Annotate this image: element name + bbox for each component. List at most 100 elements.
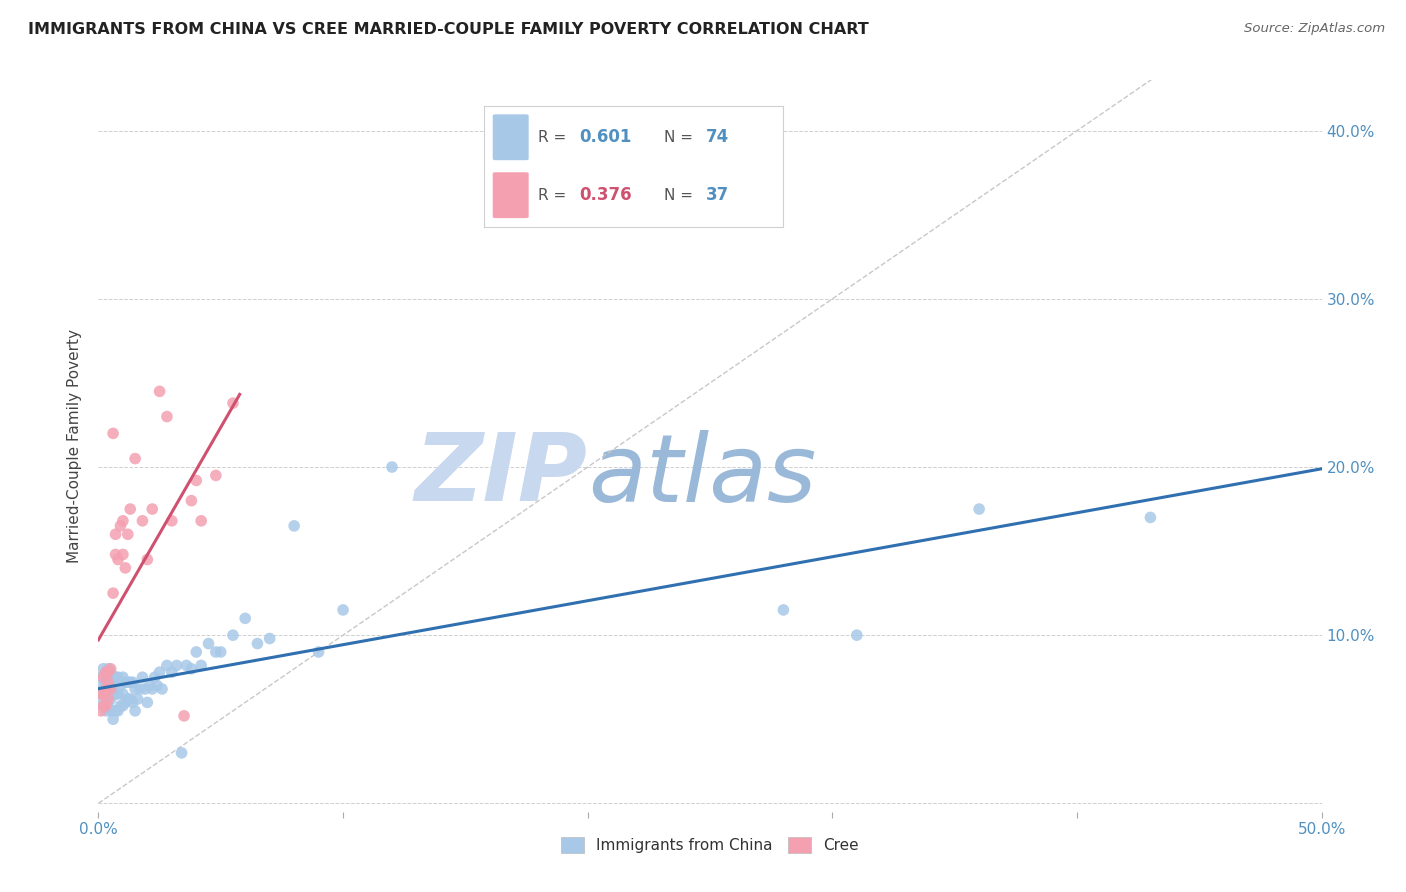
Point (283, 519, 305, 533)
Point (141, 681, 163, 696)
Point (246, 636, 269, 650)
Point (120, 692, 142, 706)
Point (97, 687, 120, 701)
Point (150, 681, 173, 696)
Point (94, 698, 117, 713)
Point (97, 665, 120, 680)
Point (381, 460, 404, 475)
Point (100, 679, 122, 693)
Point (222, 396, 245, 410)
Point (197, 636, 219, 650)
Point (111, 698, 134, 713)
Point (110, 679, 132, 693)
Point (124, 681, 146, 696)
Point (91, 695, 114, 709)
Point (156, 658, 179, 673)
Point (129, 681, 152, 696)
Point (967, 502, 990, 516)
Point (101, 670, 124, 684)
Text: atlas: atlas (588, 430, 815, 521)
Point (170, 746, 193, 760)
Point (120, 675, 142, 690)
Point (100, 662, 122, 676)
Point (114, 695, 136, 709)
Point (143, 670, 166, 684)
Point (114, 561, 136, 575)
Text: Source: ZipAtlas.com: Source: ZipAtlas.com (1244, 22, 1385, 36)
Point (121, 675, 143, 690)
Point (107, 552, 129, 566)
Point (131, 514, 153, 528)
Point (136, 695, 159, 709)
Point (117, 692, 139, 706)
Point (136, 552, 159, 566)
Point (124, 704, 146, 718)
Point (94, 665, 117, 680)
Point (97, 698, 120, 713)
Point (94, 675, 117, 690)
Point (104, 670, 127, 684)
Point (91, 670, 114, 684)
Point (110, 519, 132, 533)
Point (156, 409, 179, 424)
Point (97, 675, 120, 690)
Point (91, 687, 114, 701)
Legend: Immigrants from China, Cree: Immigrants from China, Cree (555, 830, 865, 859)
Text: IMMIGRANTS FROM CHINA VS CREE MARRIED-COUPLE FAMILY POVERTY CORRELATION CHART: IMMIGRANTS FROM CHINA VS CREE MARRIED-CO… (28, 22, 869, 37)
Point (90, 704, 112, 718)
Point (120, 502, 142, 516)
Point (110, 698, 132, 713)
Point (91, 698, 114, 713)
Point (176, 658, 198, 673)
Point (97, 675, 120, 690)
Point (111, 548, 134, 562)
Point (101, 687, 124, 701)
Point (233, 611, 256, 625)
Point (149, 384, 172, 399)
Point (90, 687, 112, 701)
Point (111, 687, 134, 701)
Point (117, 675, 139, 690)
Point (141, 502, 163, 516)
Point (94, 681, 117, 696)
Point (90, 687, 112, 701)
Point (104, 687, 127, 701)
Point (180, 662, 202, 676)
Point (97, 692, 120, 706)
Point (111, 514, 134, 528)
Point (107, 704, 129, 718)
Point (101, 586, 124, 600)
Point (100, 692, 122, 706)
Point (114, 675, 136, 690)
Point (104, 704, 127, 718)
Point (100, 665, 122, 680)
Point (101, 426, 124, 441)
Point (772, 603, 794, 617)
Point (146, 679, 169, 693)
Point (131, 670, 153, 684)
Point (186, 474, 208, 488)
Point (94, 681, 117, 696)
Point (101, 712, 124, 726)
Point (91, 662, 114, 676)
Point (117, 527, 139, 541)
Point (209, 645, 232, 659)
Point (100, 704, 122, 718)
Point (190, 658, 212, 673)
Point (308, 645, 330, 659)
Point (160, 514, 183, 528)
Point (104, 527, 127, 541)
Point (90, 670, 112, 684)
Point (121, 695, 143, 709)
Y-axis label: Married-Couple Family Poverty: Married-Couple Family Poverty (67, 329, 83, 563)
Point (845, 628, 868, 642)
Point (166, 658, 188, 673)
Point (1139, 510, 1161, 524)
Point (134, 681, 156, 696)
Point (91, 679, 114, 693)
Point (332, 603, 354, 617)
Point (160, 665, 183, 680)
Point (186, 645, 208, 659)
Point (124, 451, 146, 466)
Point (222, 628, 245, 642)
